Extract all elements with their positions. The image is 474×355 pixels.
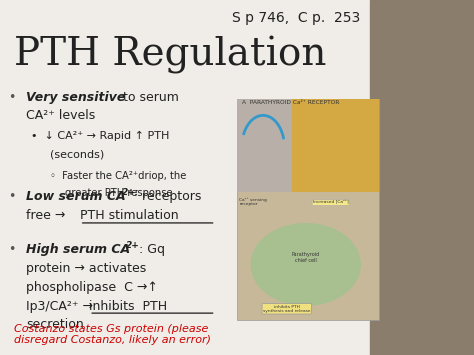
Text: Costanzo states Gs protein (please
disregard Costanzo, likely an error): Costanzo states Gs protein (please disre… — [14, 324, 211, 345]
Text: to serum: to serum — [119, 91, 179, 104]
Bar — [237, 99, 292, 192]
Text: ◦  Faster the CA²⁺driop, the: ◦ Faster the CA²⁺driop, the — [50, 171, 186, 181]
Text: inhibits PTH
synthesis and release: inhibits PTH synthesis and release — [263, 305, 310, 313]
Text: greater PTH response: greater PTH response — [65, 188, 173, 198]
Text: inhibits  PTH: inhibits PTH — [89, 300, 167, 313]
Text: 2+: 2+ — [126, 241, 139, 250]
Text: (seconds): (seconds) — [50, 149, 104, 159]
Bar — [237, 99, 379, 320]
Bar — [370, 0, 474, 355]
Text: receptors: receptors — [138, 190, 202, 203]
Text: 2+:: 2+: — [122, 188, 140, 197]
Text: secretion: secretion — [26, 318, 84, 332]
Text: •: • — [9, 190, 16, 203]
Text: PTH Regulation: PTH Regulation — [14, 36, 327, 73]
Text: free →: free → — [26, 209, 70, 222]
Text: •  ↓ CA²⁺ → Rapid ↑ PTH: • ↓ CA²⁺ → Rapid ↑ PTH — [31, 131, 169, 141]
Text: Ca²⁺ sensing
receptor: Ca²⁺ sensing receptor — [239, 197, 267, 206]
Text: PTH stimulation: PTH stimulation — [80, 209, 178, 222]
Text: protein → activates: protein → activates — [26, 262, 146, 275]
Text: •: • — [9, 243, 16, 256]
Text: A  PARATHYROID Ca²⁺ RECEPTOR: A PARATHYROID Ca²⁺ RECEPTOR — [242, 100, 339, 105]
Text: High serum CA: High serum CA — [26, 243, 130, 256]
Circle shape — [251, 224, 360, 305]
Text: CA²⁺ levels: CA²⁺ levels — [26, 109, 95, 122]
Text: Ip3/CA²⁺ →: Ip3/CA²⁺ → — [26, 300, 97, 313]
Text: : Gq: : Gq — [139, 243, 165, 256]
Text: S p 746,  C p.  253: S p 746, C p. 253 — [232, 11, 360, 24]
Text: •: • — [9, 91, 16, 104]
Text: Very sensitive: Very sensitive — [26, 91, 126, 104]
Text: Low serum CA: Low serum CA — [26, 190, 126, 203]
Text: Parathyroid
chief cell: Parathyroid chief cell — [292, 252, 320, 263]
Text: phospholipase  C →↑: phospholipase C →↑ — [26, 281, 158, 294]
Bar — [292, 99, 379, 192]
Text: Increased [Ca²⁺]: Increased [Ca²⁺] — [313, 201, 348, 205]
